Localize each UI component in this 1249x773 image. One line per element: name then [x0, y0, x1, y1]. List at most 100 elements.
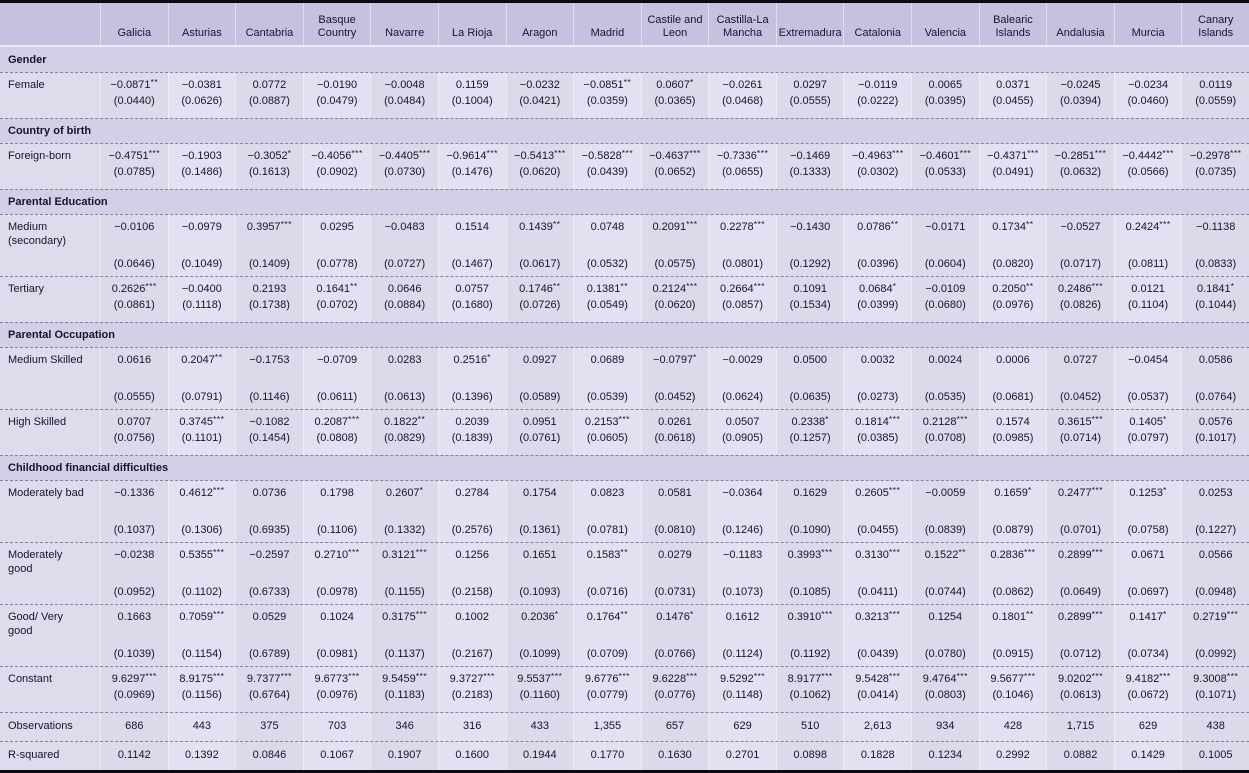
coef-cell: −0.4442*** (0.0566): [1113, 144, 1182, 189]
coef-value: 9.5537***: [517, 670, 563, 686]
significance-stars: ***: [483, 670, 495, 681]
stat-cell: 0.1142: [100, 742, 168, 770]
significance-stars: **: [1025, 280, 1034, 291]
se-value: (0.0396): [857, 257, 899, 270]
se-value: (0.0761): [519, 432, 561, 445]
se-value: (0.0618): [654, 432, 696, 445]
coef-cell: 0.0261 (0.0618): [640, 410, 709, 455]
significance-stars: **: [214, 351, 223, 362]
coefficient-row: Female −0.0871** (0.0440) −0.0381 (0.0626) 0.…: [0, 72, 1249, 118]
significance-stars: ***: [145, 670, 157, 681]
column-header: Murcia: [1113, 3, 1182, 45]
coef-cell: −0.0454 (0.0537): [1113, 348, 1182, 409]
se-value: (0.0992): [1195, 647, 1237, 660]
coef-value: 0.2899***: [1057, 546, 1104, 562]
se-value: (0.0273): [857, 390, 899, 403]
coef-cell: 0.3993*** (0.1085): [775, 543, 844, 604]
se-value: (0.0535): [924, 390, 966, 403]
coef-value: 0.0927: [522, 354, 557, 366]
coef-value: −0.4751***: [108, 147, 161, 163]
coef-value: 0.4612***: [179, 484, 225, 500]
stat-cell: 0.1600: [437, 742, 506, 770]
column-header: Madrid: [573, 3, 641, 45]
coef-value: 0.3957***: [246, 218, 292, 234]
se-value: (0.0652): [654, 166, 696, 179]
se-value: (0.1102): [181, 585, 222, 598]
significance-stars: ***: [212, 546, 225, 557]
significance-stars: ***: [212, 670, 225, 681]
se-value: (0.0439): [586, 166, 628, 179]
significance-stars: ***: [1159, 218, 1171, 229]
se-value: (0.0797): [1127, 432, 1169, 445]
coef-cell: −0.9614*** (0.1476): [437, 144, 506, 189]
coef-cell: 0.2626*** (0.0861): [100, 277, 168, 322]
se-value: (0.1467): [451, 257, 493, 270]
coef-cell: 0.3121*** (0.1155): [370, 543, 438, 604]
coef-cell: 0.1024 (0.0981): [302, 605, 371, 666]
coef-value: −0.9614***: [446, 147, 498, 163]
coef-cell: 0.0748 (0.0532): [573, 215, 641, 276]
se-value: (0.1106): [316, 523, 358, 536]
coef-value: −0.0059: [925, 487, 966, 499]
significance-stars: ***: [415, 670, 428, 681]
coef-cell: −0.0171 (0.0604): [911, 215, 979, 276]
coef-cell: 0.1612 (0.1124): [708, 605, 776, 666]
section-label: Parental Education: [8, 196, 108, 208]
se-value: (0.0714): [1060, 432, 1102, 445]
coefficient-row: Foreign-born −0.4751*** (0.0785) −0.1903 (0.…: [0, 143, 1249, 189]
se-value: (0.0709): [586, 647, 628, 660]
significance-stars: ***: [550, 670, 563, 681]
coef-cell: −0.0400 (0.1118): [167, 277, 236, 322]
coef-cell: 0.1734** (0.0820): [978, 215, 1047, 276]
se-value: (0.0820): [992, 257, 1034, 270]
row-label: High Skilled: [8, 416, 67, 428]
coef-cell: −0.0871** (0.0440): [100, 73, 168, 118]
se-value: (0.0635): [789, 390, 831, 403]
coef-value: 0.0253: [1198, 487, 1233, 499]
significance-stars: *: [419, 484, 424, 495]
coefficient-row: Moderately good −0.0238 (0.0952) 0.5355*** (…: [0, 542, 1249, 604]
coef-value: 0.1746**: [519, 280, 561, 296]
se-value: (0.0395): [924, 95, 966, 108]
row-label: Tertiary: [8, 283, 45, 295]
coef-cell: −0.5413*** (0.0620): [505, 144, 574, 189]
coef-cell: −0.3052* (0.1613): [235, 144, 303, 189]
significance-stars: ***: [1159, 670, 1171, 681]
stat-value: 0.1067: [320, 749, 354, 762]
significance-stars: **: [417, 413, 426, 424]
coef-cell: 0.1814*** (0.0385): [843, 410, 912, 455]
se-value: (0.0857): [722, 299, 764, 312]
significance-stars: ***: [753, 280, 766, 291]
se-value: (0.1396): [451, 390, 493, 403]
significance-stars: ***: [1024, 546, 1036, 557]
coef-cell: 0.2719*** (0.0992): [1181, 605, 1249, 666]
coef-value: 9.3727***: [449, 670, 495, 686]
coef-value: −0.1903: [181, 150, 222, 162]
coef-cell: −0.0245 (0.0394): [1046, 73, 1114, 118]
se-value: (0.1044): [1195, 299, 1237, 312]
se-value: (0.0539): [586, 390, 628, 403]
se-value: (0.0764): [1195, 390, 1237, 403]
significance-stars: ***: [888, 546, 901, 557]
stat-cell: 0.0898: [775, 742, 844, 770]
coef-cell: 0.1514 (0.1467): [437, 215, 506, 276]
se-value: (0.0701): [1060, 523, 1102, 536]
se-value: (0.1155): [384, 585, 425, 598]
coef-value: 0.2899***: [1057, 608, 1104, 624]
se-value: (0.6935): [248, 523, 290, 536]
column-header: Cantabria: [235, 3, 303, 45]
se-value: (0.0884): [384, 299, 426, 312]
coef-value: 0.0119: [1199, 79, 1233, 91]
se-value: (0.0613): [384, 390, 426, 403]
se-value: (0.0905): [722, 432, 764, 445]
significance-stars: ***: [486, 147, 498, 158]
se-value: (0.0624): [722, 390, 764, 403]
stat-value: 438: [1206, 720, 1225, 733]
coefficient-row: High Skilled 0.0707 (0.0756) 0.3745*** (0.11…: [0, 409, 1249, 455]
significance-stars: ***: [280, 218, 292, 229]
coef-cell: −0.1753 (0.1146): [235, 348, 303, 409]
coef-value: 0.1476*: [656, 608, 694, 624]
coef-value: 0.1381**: [586, 280, 629, 296]
row-label: Foreign-born: [8, 150, 71, 162]
se-value: (0.0826): [1060, 299, 1102, 312]
